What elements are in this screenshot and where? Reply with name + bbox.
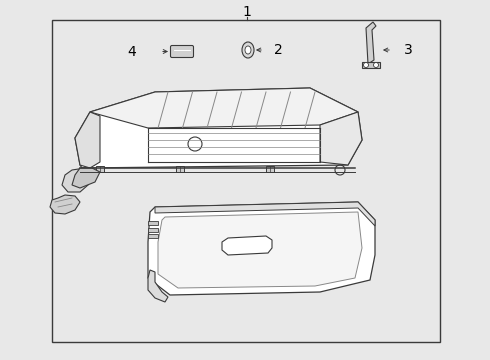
Ellipse shape: [245, 46, 251, 54]
Polygon shape: [62, 168, 90, 192]
Text: 3: 3: [404, 43, 413, 57]
Bar: [148, 221, 158, 225]
Polygon shape: [222, 236, 272, 255]
Ellipse shape: [242, 42, 254, 58]
Text: 2: 2: [273, 43, 282, 57]
Circle shape: [364, 63, 368, 68]
Text: 4: 4: [127, 45, 136, 59]
Polygon shape: [72, 168, 100, 188]
Polygon shape: [320, 112, 362, 165]
Polygon shape: [90, 88, 358, 128]
Polygon shape: [148, 202, 375, 295]
Circle shape: [373, 63, 378, 68]
Bar: [176, 166, 184, 172]
Polygon shape: [155, 202, 375, 226]
Polygon shape: [366, 22, 376, 64]
Polygon shape: [362, 62, 380, 68]
FancyBboxPatch shape: [171, 45, 194, 58]
Bar: [52, 20, 440, 342]
Polygon shape: [50, 195, 80, 214]
Text: 1: 1: [243, 5, 251, 19]
Bar: [266, 166, 274, 172]
Bar: [148, 228, 158, 232]
Polygon shape: [148, 270, 168, 302]
Polygon shape: [75, 112, 100, 168]
Bar: [96, 166, 104, 172]
Polygon shape: [75, 88, 362, 168]
Polygon shape: [158, 212, 362, 288]
Bar: [148, 234, 158, 238]
